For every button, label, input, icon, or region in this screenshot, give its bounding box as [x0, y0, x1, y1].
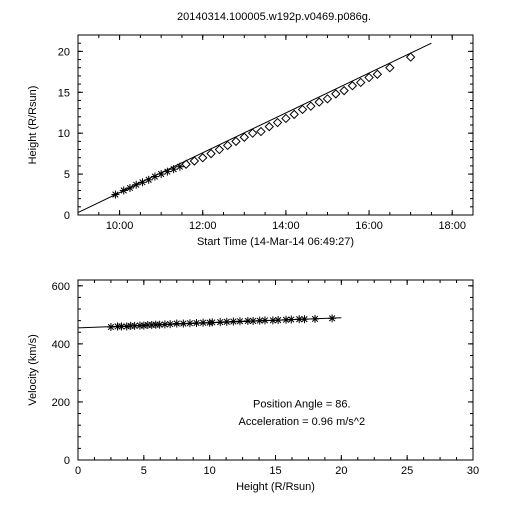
annotation-text: Position Angle = 86. — [253, 399, 351, 411]
asterisk-marker — [274, 316, 282, 324]
x-tick-label: 18:00 — [438, 220, 466, 232]
height-time-chart: 10:00 12:00 14:00 16:00 18:00 0 5 10 15 20 Start T… — [27, 35, 473, 248]
x-tick-label: 25 — [401, 465, 413, 477]
x-tick-label: 16:00 — [355, 220, 383, 232]
diamond-marker — [340, 87, 348, 95]
x-axis-label: Start Time (14-Mar-14 06:49:27) — [197, 236, 354, 248]
diamond-marker — [315, 98, 323, 106]
x-tick-label: 20 — [335, 465, 347, 477]
y-axis-label: Height (R/Rsun) — [27, 86, 39, 165]
y-tick-label: 600 — [52, 281, 70, 293]
diamond-marker — [257, 128, 265, 136]
diamond-marker — [307, 102, 315, 110]
asterisk-marker — [328, 314, 336, 322]
diamond-marker — [265, 123, 273, 131]
plot-frame — [78, 280, 473, 460]
diamond-marker — [282, 114, 290, 122]
asterisk-marker — [236, 317, 244, 325]
x-tick-label: 0 — [75, 465, 81, 477]
x-tick-label: 30 — [467, 465, 479, 477]
diamond-marker — [215, 146, 223, 154]
y-axis-label: Velocity (km/s) — [27, 334, 39, 406]
asterisk-marker — [287, 315, 295, 323]
x-tick-label: 15 — [269, 465, 281, 477]
x-tick-label: 5 — [141, 465, 147, 477]
diamond-marker — [323, 95, 331, 103]
y-tick-label: 5 — [64, 169, 70, 181]
asterisk-marker — [261, 316, 269, 324]
asterisk-marker — [107, 323, 115, 331]
figure-title: 20140314.100005.w192p.v0469.p086g. — [177, 11, 371, 23]
asterisk-marker — [166, 320, 174, 328]
diamond-marker — [357, 78, 365, 86]
x-tick-label: 14:00 — [272, 220, 300, 232]
y-tick-label: 10 — [58, 128, 70, 140]
y-tick-label: 400 — [52, 339, 70, 351]
y-tick-label: 0 — [64, 210, 70, 222]
x-tick-label: 10 — [204, 465, 216, 477]
y-tick-label: 15 — [58, 87, 70, 99]
asterisk-marker — [208, 318, 216, 326]
y-tick-label: 200 — [52, 397, 70, 409]
x-axis-label: Height (R/Rsun) — [236, 481, 315, 493]
diamond-marker — [373, 70, 381, 78]
x-tick-label: 12:00 — [189, 220, 217, 232]
asterisk-marker — [311, 315, 319, 323]
y-tick-label: 20 — [58, 46, 70, 58]
diamond-marker — [274, 119, 282, 127]
asterisk-marker — [111, 191, 119, 199]
annotation-text: Acceleration = 0.96 m/s^2 — [239, 416, 366, 428]
diamond-marker — [207, 150, 215, 158]
asterisk-marker — [300, 315, 308, 323]
y-tick-label: 0 — [64, 455, 70, 467]
velocity-height-chart: 0 5 10 15 20 25 30 0 200 400 600 Height (R/Rsun) Vel… — [27, 280, 479, 493]
x-tick-label: 10:00 — [106, 220, 134, 232]
figure: 20140314.100005.w192p.v0469.p086g.10:001… — [0, 0, 512, 512]
diamond-marker — [332, 90, 340, 98]
diamond-marker — [290, 110, 298, 118]
diamond-marker — [199, 154, 207, 162]
